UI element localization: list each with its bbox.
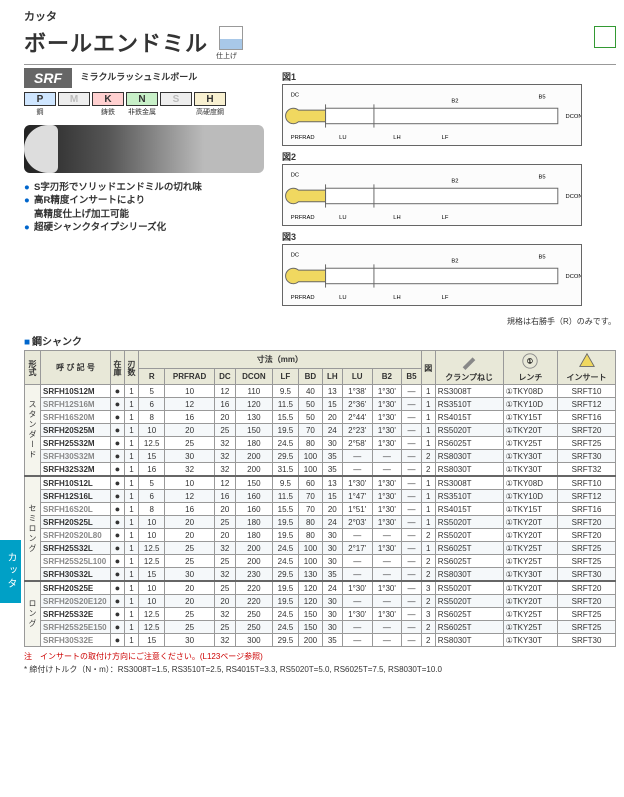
table-row: SRFH20S25L●110202518019.580242°03'1°30'—…: [25, 516, 616, 529]
material-M: M: [58, 92, 90, 106]
footnote-1: 注 インサートの取付け方向にご注意ください。(L123ページ参照): [24, 651, 616, 662]
svg-text:B2: B2: [451, 178, 458, 184]
svg-text:PRFRAD: PRFRAD: [291, 215, 315, 221]
material-N: N: [126, 92, 158, 106]
svg-text:LF: LF: [442, 295, 449, 301]
svg-text:LH: LH: [393, 215, 400, 221]
series-sub: ミラクルラッシュミルボール: [81, 72, 198, 82]
eco-icon: [594, 26, 616, 48]
table-row: SRFH30S32M●115303220029.510035———2RS8030…: [25, 450, 616, 463]
table-row: SRFH16S20M●18162013015.550202°44'1°30'—1…: [25, 411, 616, 424]
svg-text:LF: LF: [442, 135, 449, 141]
svg-text:B5: B5: [538, 175, 545, 181]
series-badge: SRF: [24, 68, 72, 88]
svg-text:LH: LH: [393, 135, 400, 141]
table-row: SRFH16S20L●18162016015.570201°51'1°30'—1…: [25, 503, 616, 516]
table-row: セミロングSRFH10S12L●1510121509.560131°30'1°3…: [25, 476, 616, 490]
svg-text:LU: LU: [339, 295, 346, 301]
feature-bullets: S字刃形でソリッドエンドミルの切れ味高R精度インサートにより高精度仕上げ加工可能…: [24, 181, 274, 234]
svg-text:DCON: DCON: [566, 194, 581, 200]
side-tab: カッタ: [0, 540, 21, 603]
svg-text:LU: LU: [339, 135, 346, 141]
material-H: H: [194, 92, 226, 106]
spec-table: 形式 呼 び 記 号 在庫 刃数 寸法（mm） 図 クランプねじ ①レンチ イン…: [24, 350, 616, 647]
diagram-2: DC PRFRAD LU LH LF B2 B5 DCON: [282, 164, 582, 226]
table-row: SRFH20S20L80●110202018019.58030———2RS502…: [25, 529, 616, 542]
svg-text:①: ①: [527, 357, 533, 366]
svg-text:DC: DC: [291, 253, 299, 259]
finish-label: 仕上げ: [211, 51, 243, 61]
svg-text:B2: B2: [451, 258, 458, 264]
table-row: SRFH12S16M●16121612011.550152°36'1°30'—1…: [25, 398, 616, 411]
svg-text:LH: LH: [393, 295, 400, 301]
svg-text:PRFRAD: PRFRAD: [291, 295, 315, 301]
table-row: SRFH25S32E●112.5253225024.5150301°30'1°3…: [25, 608, 616, 621]
table-row: SRFH25S32M●112.5253218024.580302°58'1°30…: [25, 437, 616, 450]
svg-text:LU: LU: [339, 215, 346, 221]
materials: P鋼MK鋳鉄N非鉄金属SH高硬度鋼: [24, 92, 274, 117]
table-row: ロングSRFH20S25E●110202522019.5120241°30'1°…: [25, 581, 616, 595]
svg-text:B5: B5: [538, 255, 545, 261]
table-row: SRFH20S25M●110202515019.570242°23'1°30'—…: [25, 424, 616, 437]
svg-text:DC: DC: [291, 173, 299, 179]
page-title: ボールエンドミル: [24, 26, 208, 58]
svg-text:LF: LF: [442, 215, 449, 221]
finish-icon: [219, 26, 243, 50]
material-K: K: [92, 92, 124, 106]
table-row: スタンダードSRFH10S12M●1510121109.540131°38'1°…: [25, 385, 616, 398]
svg-text:B2: B2: [451, 98, 458, 104]
material-S: S: [160, 92, 192, 106]
svg-text:PRFRAD: PRFRAD: [291, 135, 315, 141]
table-row: SRFH20S20E120●110202022019.512030———2RS5…: [25, 595, 616, 608]
svg-text:DC: DC: [291, 93, 299, 99]
table-row: SRFH30S32L●115303223029.513035———2RS8030…: [25, 568, 616, 582]
diagram-1: DC PRFRAD LU LH LF B2 B5 DCON: [282, 84, 582, 146]
table-row: SRFH25S25E150●112.5252525024.515030———2R…: [25, 621, 616, 634]
diagrams: 図1 DC PRFRAD LU LH LF B2 B5 DCON 図2 DC P…: [282, 68, 616, 310]
svg-text:DCON: DCON: [566, 114, 581, 120]
product-photo: [24, 125, 264, 173]
section-title: 鋼シャンク: [24, 333, 616, 348]
table-row: SRFH25S25L100●112.5252520024.510030———2R…: [25, 555, 616, 568]
svg-text:B5: B5: [538, 95, 545, 101]
table-row: SRFH32S32M●116323220031.510035———2RS8030…: [25, 463, 616, 477]
svg-text:DCON: DCON: [566, 274, 581, 280]
diagram-3: DC PRFRAD LU LH LF B2 B5 DCON: [282, 244, 582, 306]
footnote-2: * 締付けトルク（N・m）：RS3008T=1.5, RS3510T=2.5, …: [24, 664, 616, 675]
hdr-category: カッタ: [24, 8, 616, 24]
right-note: 規格は右勝手（R）のみです。: [24, 316, 616, 327]
material-P: P: [24, 92, 56, 106]
table-row: SRFH30S32E●115303230029.520035———2RS8030…: [25, 634, 616, 647]
table-row: SRFH25S32L●112.5253220024.5100302°17'1°3…: [25, 542, 616, 555]
table-row: SRFH12S16L●16121616011.570151°47'1°30'—1…: [25, 490, 616, 503]
